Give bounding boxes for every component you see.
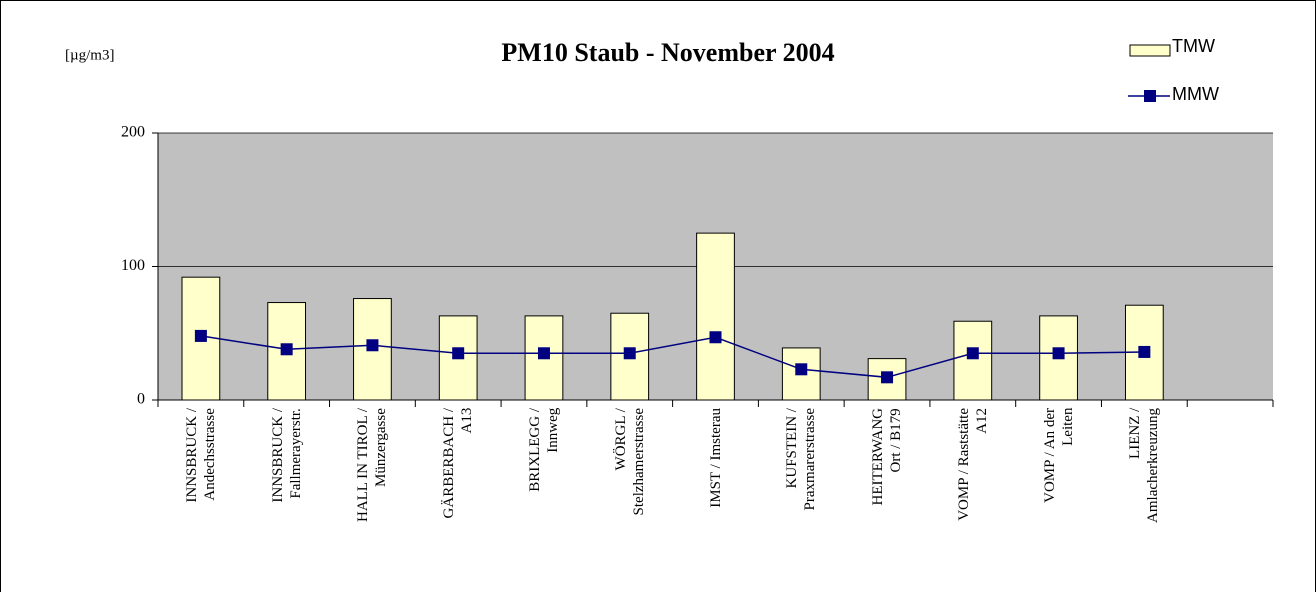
line: [200, 335, 1145, 379]
x-tick-label: INNSBRUCK / Andechsstrasse: [183, 408, 218, 503]
x-tick-label: HALL IN TIROL / Münzergasse: [355, 408, 390, 523]
line-marker: [623, 347, 636, 360]
legend-swatch: [1129, 44, 1171, 57]
x-tick-label: VOMP / An der Leiten: [1041, 408, 1076, 503]
x-tick-label: VOMP / Raststätte A12: [955, 408, 990, 521]
chart-title: PM10 Staub - November 2004: [501, 38, 834, 67]
line-marker: [452, 347, 465, 360]
y-axis-label: [µg/m3]: [65, 47, 114, 63]
line-marker: [280, 343, 293, 356]
line-marker: [537, 347, 550, 360]
bar: [267, 302, 307, 401]
x-tick-label: IMST / Imsterau: [707, 408, 724, 508]
bar: [953, 320, 993, 401]
legend-label: TMW: [1172, 36, 1215, 56]
bar: [1039, 315, 1078, 401]
y-tick-label: 200: [121, 124, 145, 141]
y-tick-label: 0: [137, 391, 145, 408]
x-tick-label: LIENZ / Amlacherkreuzung: [1127, 408, 1162, 523]
y-tick-label: 100: [121, 257, 145, 274]
line-marker: [194, 329, 207, 342]
legend-label: MMW: [1172, 84, 1219, 104]
line-marker: [709, 331, 722, 344]
line-marker: [966, 347, 979, 360]
x-tick-label: INNSBRUCK / Fallmerayerstr.: [269, 408, 304, 503]
legend-swatch: [1144, 90, 1156, 102]
x-tick-label: HEITERWANG Ort / B179: [870, 408, 905, 506]
line-marker: [366, 339, 379, 352]
line-marker: [1052, 347, 1065, 360]
line-marker: [881, 371, 894, 384]
bar: [867, 358, 907, 401]
x-tick-label: KUFSTEIN / Praxmarerstrasse: [784, 408, 819, 511]
bar: [696, 232, 735, 401]
x-tick-label: WÖRGL / Stelzhamerstrasse: [612, 408, 647, 516]
x-tick-label: GÄRBERBACH / A13: [441, 408, 476, 519]
line-marker: [795, 363, 808, 376]
x-tick-label: BRIXLEGG / Innweg: [526, 408, 561, 492]
line-marker: [1138, 345, 1151, 358]
